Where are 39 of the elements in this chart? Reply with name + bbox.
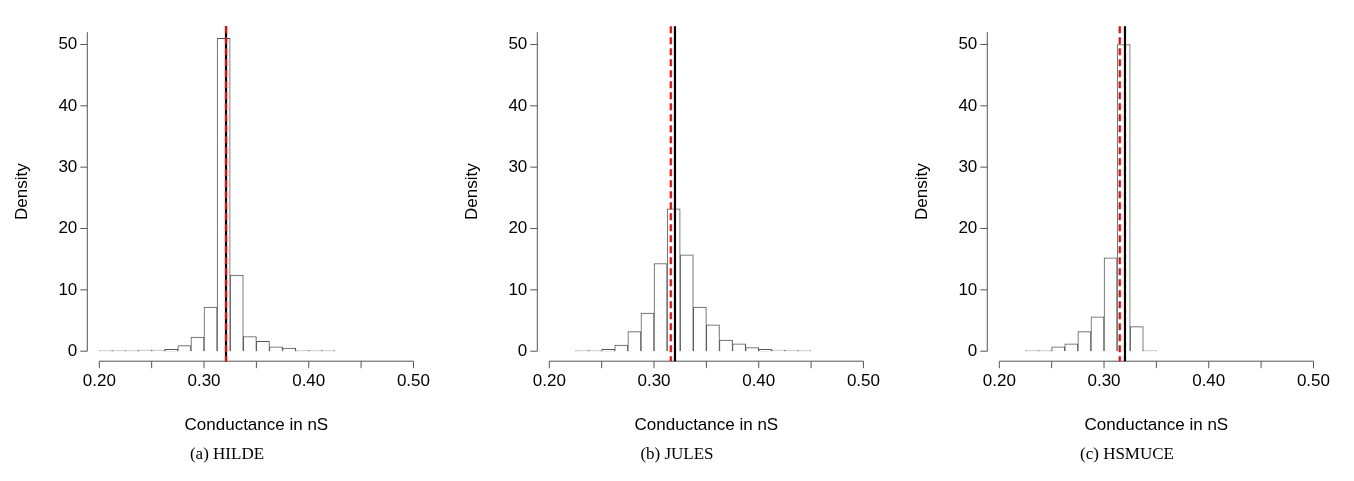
y-tick-label: 50: [958, 34, 978, 54]
x-tick-label: 0.50: [846, 371, 880, 391]
y-tick-label: 0: [967, 340, 978, 360]
y-tick-label: 20: [58, 218, 78, 238]
y-axis-title: Density: [911, 162, 931, 221]
x-axis-title: Conductance in nS: [1084, 415, 1229, 435]
y-tick-label: 50: [58, 34, 78, 54]
text: (b) JULES: [640, 444, 714, 464]
x-tick-label: 0.40: [1192, 371, 1226, 391]
x-axis-title: Conductance in nS: [634, 415, 779, 435]
y-tick-label: 0: [67, 340, 78, 360]
x-tick-label: 0.40: [742, 371, 776, 391]
x-tick-label: 0.20: [82, 371, 116, 391]
text: (a) HILDE: [189, 444, 265, 464]
x-tick-label: 0.30: [1087, 371, 1121, 391]
x-tick-label: 0.30: [187, 371, 221, 391]
x-axis-title: Conductance in nS: [184, 415, 329, 435]
x-tick-label: 0.20: [982, 371, 1016, 391]
y-tick-label: 10: [58, 279, 78, 299]
y-tick-label: 30: [958, 156, 978, 176]
y-tick-label: 30: [58, 156, 78, 176]
x-tick-label: 0.30: [637, 371, 671, 391]
y-axis-title: Density: [461, 162, 481, 221]
y-tick-label: 10: [958, 279, 978, 299]
y-tick-label: 20: [958, 218, 978, 238]
y-tick-label: 40: [508, 95, 528, 115]
y-tick-label: 40: [58, 95, 78, 115]
y-tick-label: 40: [958, 95, 978, 115]
x-tick-label: 0.40: [292, 371, 326, 391]
text: (c) HSMUCE: [1080, 444, 1174, 464]
y-tick-label: 20: [508, 218, 528, 238]
y-tick-label: 30: [508, 156, 528, 176]
y-tick-label: 50: [508, 34, 528, 54]
x-tick-label: 0.50: [396, 371, 430, 391]
x-tick-label: 0.20: [532, 371, 566, 391]
x-tick-label: 0.50: [1296, 371, 1330, 391]
y-tick-label: 10: [508, 279, 528, 299]
y-tick-label: 0: [517, 340, 528, 360]
y-axis-title: Density: [11, 162, 31, 221]
